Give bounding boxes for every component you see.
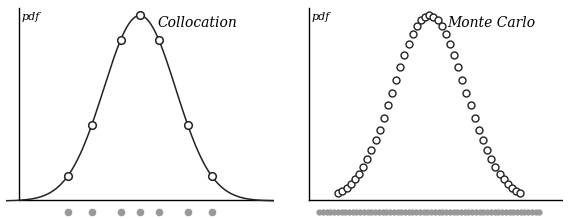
Text: pdf: pdf: [22, 12, 40, 22]
Text: Monte Carlo: Monte Carlo: [447, 16, 535, 30]
Text: Collocation: Collocation: [157, 16, 237, 30]
Text: pdf: pdf: [311, 12, 329, 22]
